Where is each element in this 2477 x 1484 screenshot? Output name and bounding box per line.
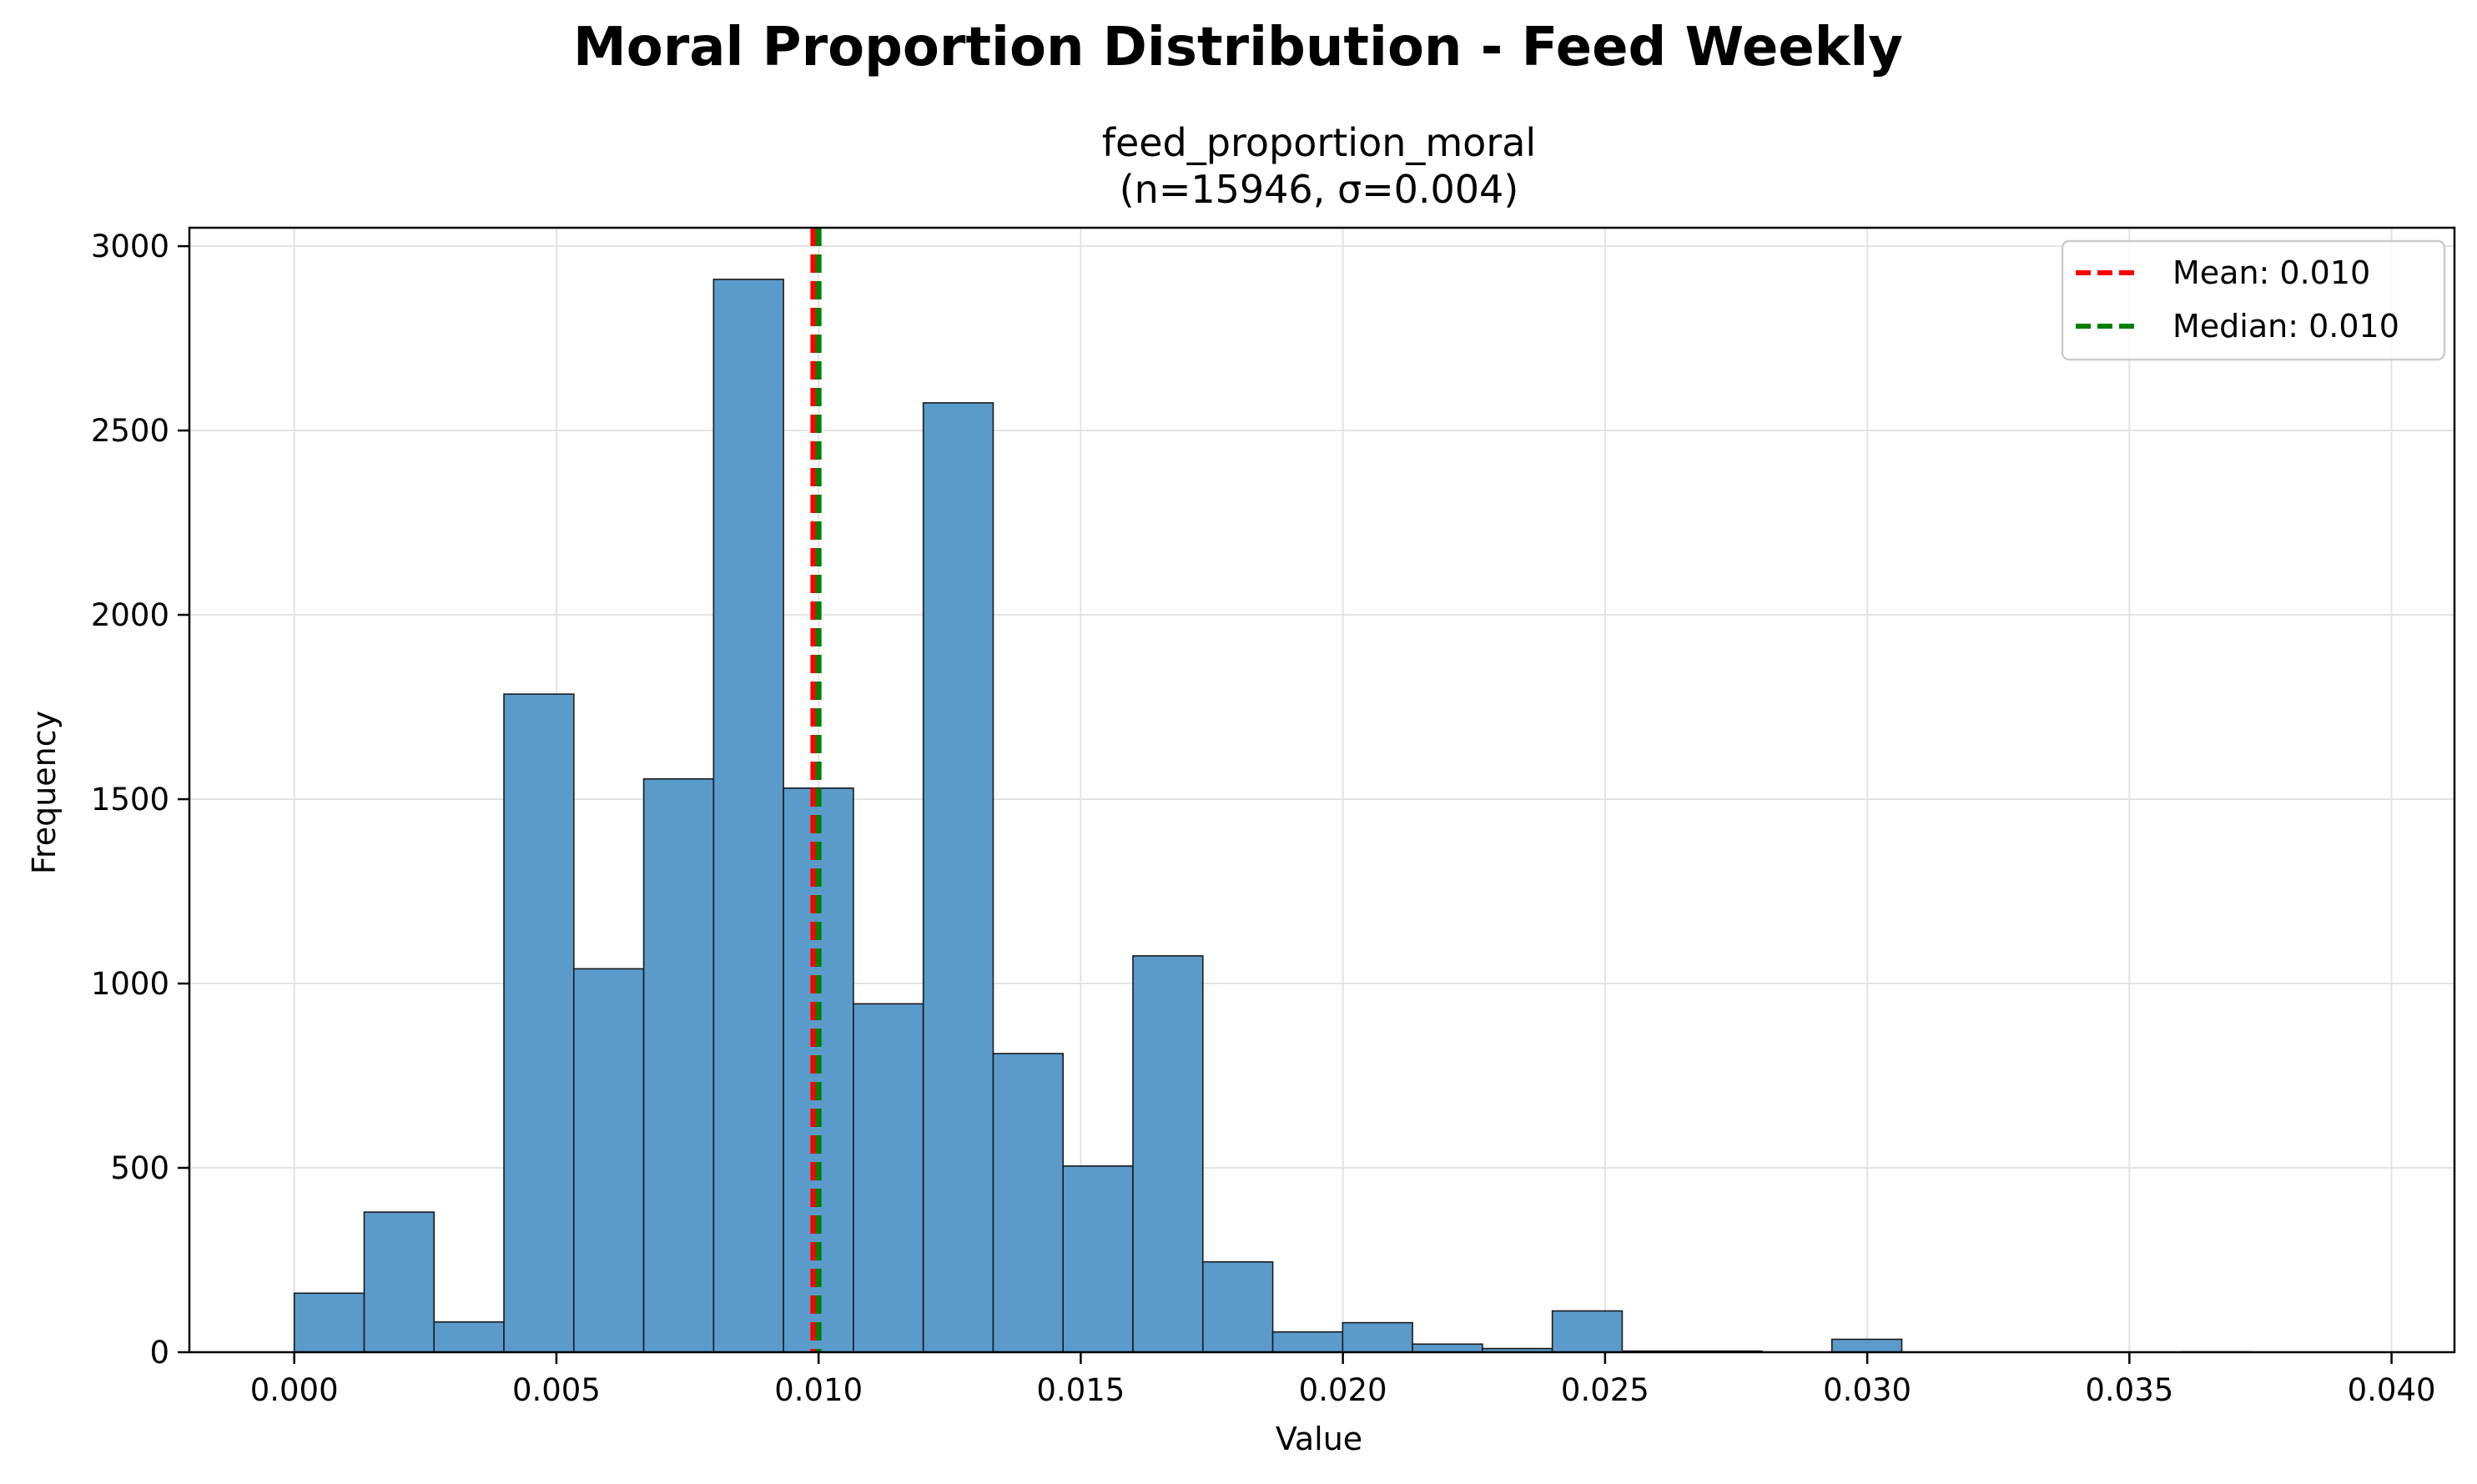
legend-mean-label: Mean: 0.010	[2172, 254, 2370, 291]
x-tick-label: 0.005	[512, 1372, 601, 1408]
x-tick-label: 0.030	[1823, 1372, 1911, 1408]
y-tick-label: 500	[110, 1150, 169, 1186]
histogram-bar	[1342, 1321, 1413, 1353]
histogram-bar	[1271, 1331, 1344, 1353]
histogram-bar	[1830, 1338, 1903, 1353]
legend: Mean: 0.010 Median: 0.010	[2061, 239, 2446, 361]
histogram-bar	[992, 1053, 1065, 1353]
chart-title: Moral Proportion Distribution - Feed Wee…	[573, 17, 1903, 78]
y-tick-label: 2500	[91, 413, 169, 449]
histogram-bar	[853, 1003, 924, 1353]
y-tick-label: 2000	[91, 597, 169, 633]
x-tick-label: 0.000	[250, 1372, 339, 1408]
reference-lines	[810, 228, 822, 1352]
x-tick-label: 0.035	[2085, 1372, 2173, 1408]
x-tick-label: 0.040	[2348, 1372, 2436, 1408]
x-tick-label: 0.010	[774, 1372, 863, 1408]
histogram-bar	[1132, 955, 1204, 1353]
legend-box	[2061, 239, 2446, 361]
histogram-bar	[503, 693, 575, 1353]
histogram-bar	[433, 1321, 505, 1353]
y-tick-label: 1500	[91, 782, 169, 817]
x-axis-label: Value	[1276, 1421, 1362, 1457]
chart-subtitle-line2: (n=15946, σ=0.004)	[1120, 167, 1519, 212]
histogram-bar	[642, 777, 715, 1353]
x-tick-label: 0.015	[1036, 1372, 1125, 1408]
y-tick-label: 0	[149, 1335, 169, 1371]
plot-area-frame	[188, 226, 2456, 1354]
legend-median-label: Median: 0.010	[2172, 308, 2399, 345]
x-tick-label: 0.020	[1299, 1372, 1387, 1408]
x-axis-ticks: 0.000 0.005 0.010 0.015 0.020 0.025 0.030 0.035…	[250, 1352, 2436, 1408]
histogram-bar	[1551, 1310, 1624, 1353]
chart-subtitle-line1: feed_proportion_moral	[1102, 120, 1536, 165]
x-tick-label: 0.025	[1561, 1372, 1649, 1408]
histogram-bar	[1412, 1343, 1483, 1353]
y-tick-label: 3000	[91, 229, 169, 264]
y-axis-ticks: 0 500 1000 1500 2000 2500 3000	[91, 229, 189, 1371]
y-axis-label: Frequency	[26, 711, 63, 874]
histogram-bar	[572, 968, 645, 1353]
y-tick-label: 1000	[91, 966, 169, 1002]
histogram-bar	[712, 279, 784, 1353]
histogram-bar	[922, 402, 994, 1353]
histogram-bar	[1062, 1165, 1134, 1353]
histogram-bar	[363, 1211, 435, 1353]
histogram-bar	[293, 1292, 365, 1353]
histogram-bar	[1201, 1260, 1274, 1353]
